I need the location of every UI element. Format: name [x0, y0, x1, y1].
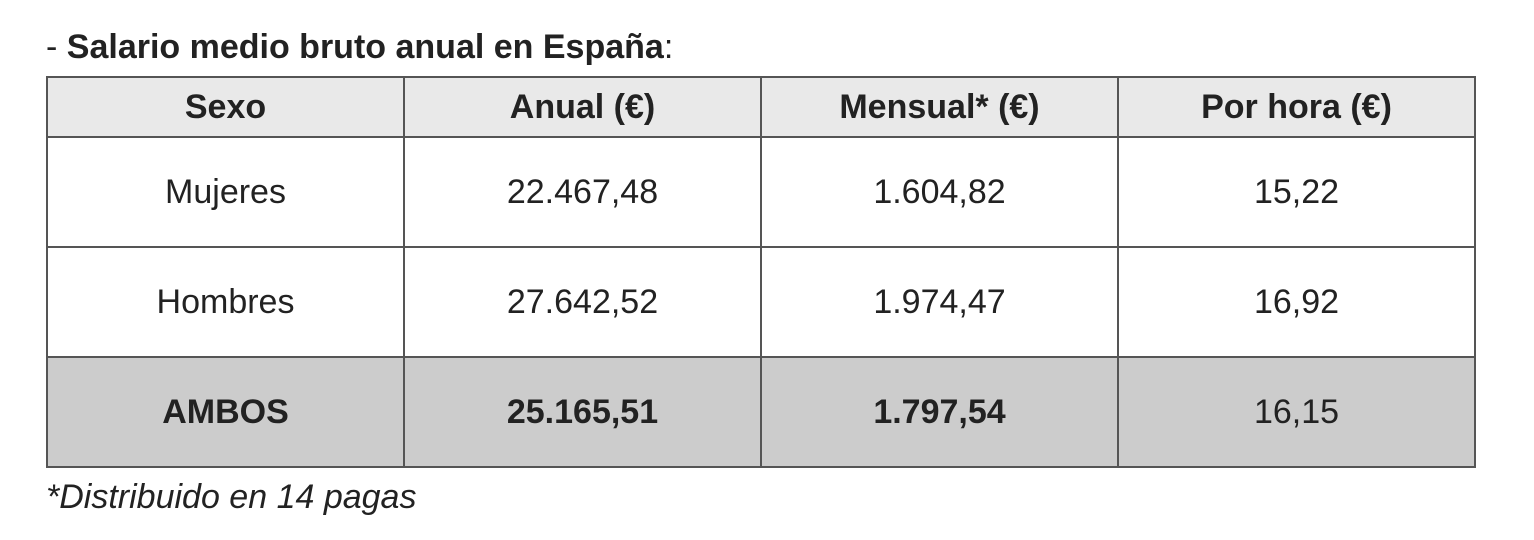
heading-title: Salario medio bruto anual en España — [66, 28, 664, 66]
table-row-hombres: Hombres 27.642,52 1.974,47 16,92 — [46, 246, 1476, 358]
heading-suffix: : — [663, 28, 674, 66]
cell-sexo: Mujeres — [46, 136, 405, 248]
cell-anual: 27.642,52 — [403, 246, 762, 358]
cell-mensual: 1.797,54 — [760, 356, 1119, 468]
cell-por-hora: 16,92 — [1117, 246, 1476, 358]
cell-por-hora: 15,22 — [1117, 136, 1476, 248]
table-row-mujeres: Mujeres 22.467,48 1.604,82 15,22 — [46, 136, 1476, 248]
table-row-ambos: AMBOS 25.165,51 1.797,54 16,15 — [46, 356, 1476, 468]
heading-prefix: - — [46, 28, 67, 66]
header-anual: Anual (€) — [403, 76, 762, 138]
cell-sexo: AMBOS — [46, 356, 405, 468]
salary-table: Sexo Anual (€) Mensual* (€) Por hora (€)… — [46, 76, 1476, 468]
cell-mensual: 1.604,82 — [760, 136, 1119, 248]
header-por-hora: Por hora (€) — [1117, 76, 1476, 138]
cell-anual: 22.467,48 — [403, 136, 762, 248]
cell-por-hora: 16,15 — [1117, 356, 1476, 468]
table-heading: - Salario medio bruto anual en España: — [46, 24, 673, 70]
cell-anual: 25.165,51 — [403, 356, 762, 468]
footnote: *Distribuido en 14 pagas — [46, 478, 417, 516]
cell-sexo: Hombres — [46, 246, 405, 358]
cell-mensual: 1.974,47 — [760, 246, 1119, 358]
header-sexo: Sexo — [46, 76, 405, 138]
header-mensual: Mensual* (€) — [760, 76, 1119, 138]
header-row: Sexo Anual (€) Mensual* (€) Por hora (€) — [46, 76, 1476, 138]
